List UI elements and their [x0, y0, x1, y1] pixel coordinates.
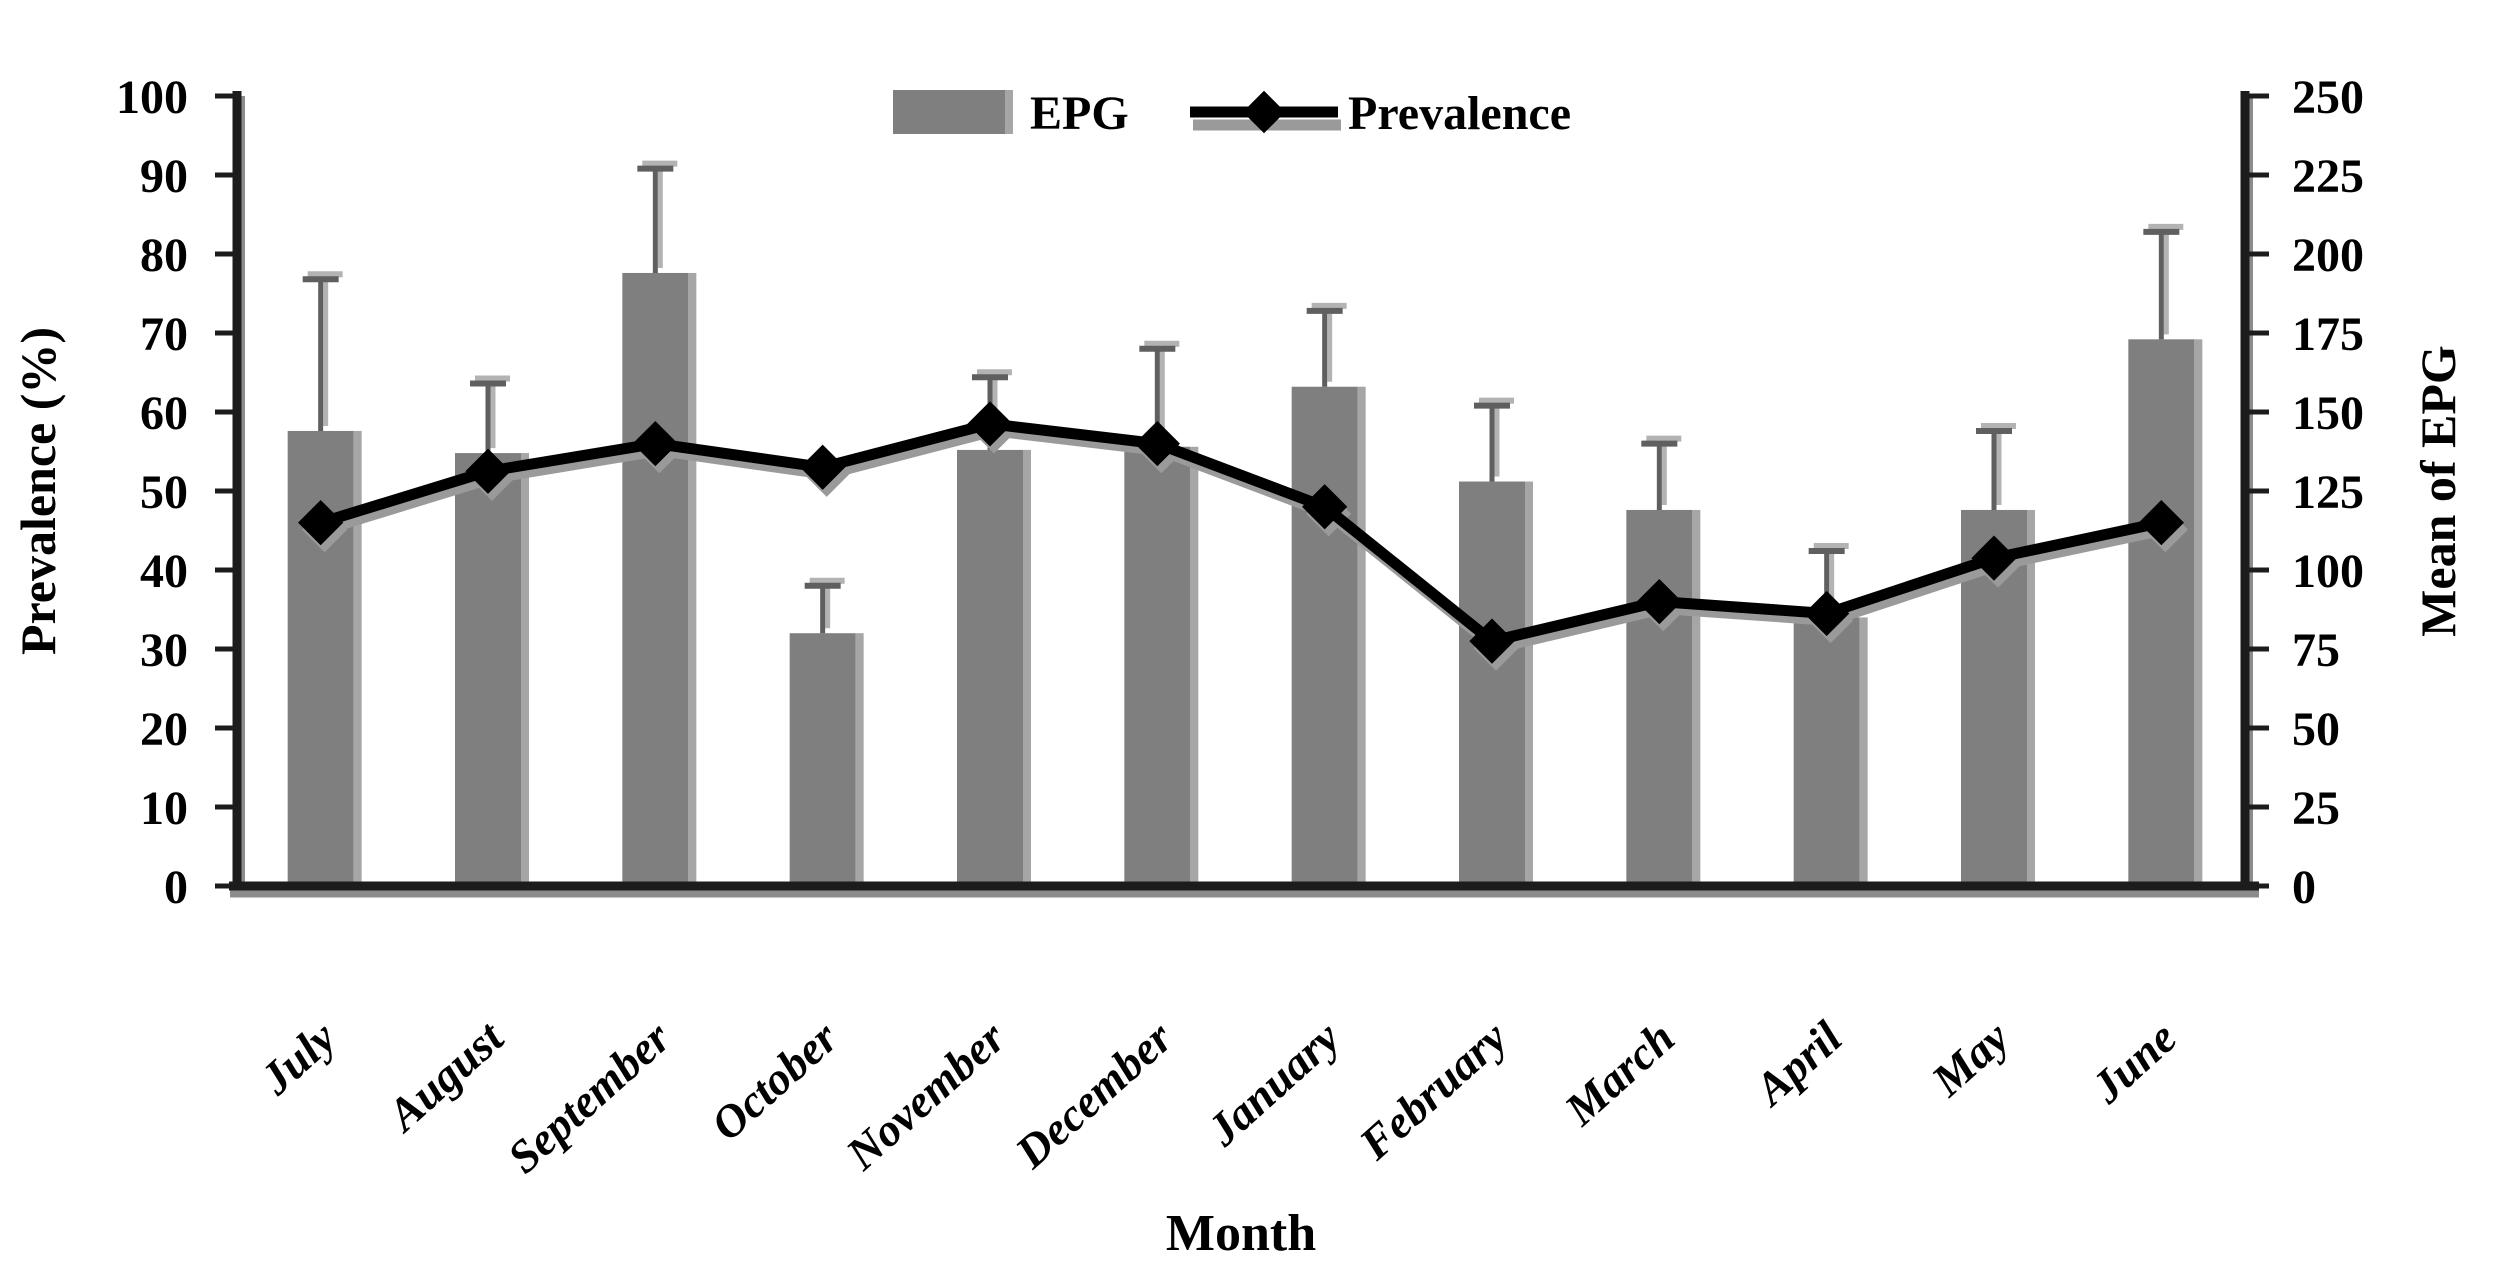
bar-edge-june: [2194, 339, 2203, 886]
prevalence-line-shadow: [323, 425, 2167, 655]
right-axis-title: Mean of EPG: [2410, 345, 2466, 637]
bar-edge-october: [855, 633, 864, 886]
left-tick-label-30: 30: [140, 624, 188, 677]
legend-epg-label: EPG: [1030, 87, 1129, 140]
right-tick-label-75: 75: [2292, 624, 2340, 677]
x-tick-label-january: January: [1197, 1011, 1350, 1156]
right-tick-label-200: 200: [2292, 229, 2364, 282]
bar-edge-december: [1190, 446, 1199, 886]
bar-edge-january: [1357, 386, 1366, 886]
x-tick-label-april: April: [1743, 1011, 1852, 1116]
legend-prevalence-label: Prevalence: [1348, 87, 1571, 140]
left-tick-label-90: 90: [140, 150, 188, 203]
left-tick-label-80: 80: [140, 229, 188, 282]
bar-march: [1626, 509, 1693, 886]
legend: EPG Prevalence: [893, 87, 1571, 140]
left-axis-title: Prevalence (%): [10, 327, 66, 655]
bar-edge-november: [1023, 449, 1031, 886]
bar-june: [2128, 339, 2195, 886]
x-tick-label-october: October: [701, 1011, 848, 1150]
bars-group: [287, 272, 2203, 887]
legend-epg-swatch: [893, 90, 1005, 134]
right-tick-label-250: 250: [2292, 71, 2364, 124]
bar-edge-march: [1692, 509, 1701, 886]
bar-october: [789, 633, 856, 886]
bar-february: [1459, 481, 1525, 886]
bar-edge-february: [1525, 481, 1533, 886]
right-tick-label-150: 150: [2292, 387, 2364, 440]
right-tick-label-0: 0: [2292, 861, 2316, 914]
prevalence-line: [319, 418, 2163, 648]
marker-diamond-february: [1469, 618, 1515, 664]
x-tick-label-september: September: [498, 1011, 681, 1183]
x-axis-title: Month: [1166, 1205, 1316, 1262]
x-tick-label-november: November: [836, 1011, 1016, 1180]
x-tick-label-march: March: [1554, 1012, 1684, 1136]
marker-diamond-may: [1971, 535, 2017, 581]
x-tick-label-february: February: [1349, 1011, 1517, 1170]
legend-epg-swatch-edge: [1005, 90, 1013, 134]
x-tick-label-august: August: [376, 1011, 514, 1142]
marker-diamond-march: [1636, 578, 1682, 625]
bar-edge-august: [521, 453, 529, 886]
left-tick-label-70: 70: [140, 308, 188, 361]
left-tick-label-10: 10: [140, 782, 188, 835]
axes-group: 0 10 20 30 40 50 60 70 80 90 100 0 25 50 75 100 125 150 17…: [116, 71, 2364, 914]
x-tick-label-july: July: [250, 1011, 346, 1105]
right-tick-label-50: 50: [2292, 703, 2340, 756]
x-tick-label-june: June: [2081, 1012, 2186, 1114]
bar-august: [455, 453, 521, 886]
left-tick-label-0: 0: [164, 861, 188, 914]
prevalence-line-group: [298, 401, 2188, 671]
bar-edge-april: [1859, 617, 1868, 886]
left-tick-label-60: 60: [140, 387, 188, 440]
bar-edge-july: [353, 430, 362, 886]
left-tick-label-50: 50: [140, 466, 188, 519]
x-tick-label-december: December: [1005, 1011, 1183, 1178]
bar-edge-may: [2027, 509, 2035, 886]
bar-edge-september: [688, 272, 697, 887]
marker-diamond-april: [1804, 590, 1850, 637]
right-tick-label-25: 25: [2292, 782, 2340, 835]
bar-april: [1793, 617, 1860, 886]
left-tick-label-20: 20: [140, 703, 188, 756]
x-tick-label-may: May: [1921, 1011, 2019, 1106]
legend-diamond-marker: [1242, 90, 1286, 134]
bar-january: [1291, 386, 1358, 886]
right-tick-label-125: 125: [2292, 466, 2364, 519]
marker-diamond-july: [298, 499, 344, 546]
bar-november: [957, 449, 1023, 886]
bar-december: [1124, 446, 1191, 886]
bar-july: [287, 430, 354, 886]
left-tick-label-40: 40: [140, 545, 188, 598]
error-bars-group: [302, 160, 2184, 634]
right-tick-label-225: 225: [2292, 150, 2364, 203]
right-tick-label-175: 175: [2292, 308, 2364, 361]
bar-september: [622, 272, 689, 887]
right-tick-label-100: 100: [2292, 545, 2364, 598]
left-tick-label-100: 100: [116, 71, 188, 124]
